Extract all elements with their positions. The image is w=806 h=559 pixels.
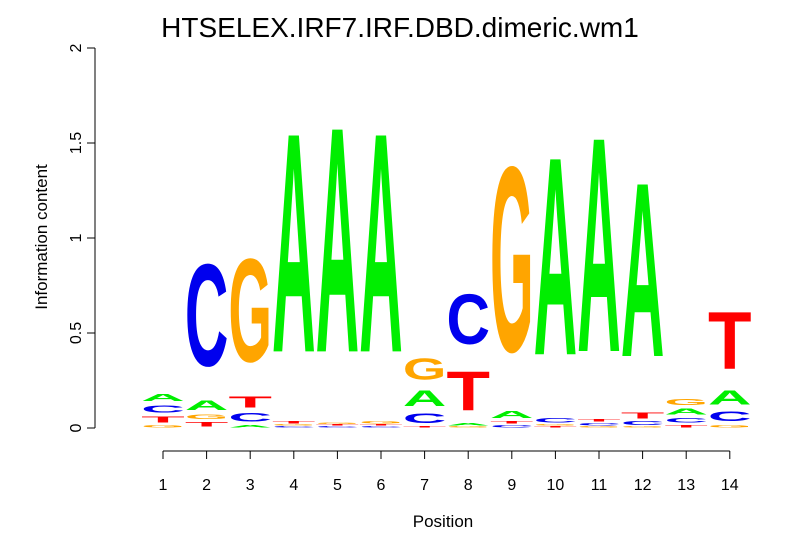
logo-letter-a: A: [534, 100, 577, 415]
logo-letter-t: T: [446, 359, 489, 422]
logo-letter-a: A: [185, 398, 229, 413]
y-tick-label: 1: [68, 233, 85, 242]
logo-letter-g: G: [664, 398, 707, 407]
logo-letter-a: A: [141, 392, 185, 403]
logo-letter-a: A: [490, 409, 534, 420]
chart-title: HTSELEX.IRF7.IRF.DBD.dimeric.wm1: [161, 12, 639, 43]
logo-letter-c: C: [359, 426, 402, 428]
logo-letter-a: A: [708, 386, 751, 409]
x-tick-label: 8: [464, 477, 473, 494]
x-tick-label: 13: [677, 477, 695, 494]
logo-letter-c: C: [577, 422, 620, 426]
logo-letter-c: C: [446, 279, 489, 359]
logo-letter-t: T: [316, 424, 360, 426]
x-tick-label: 2: [202, 477, 211, 494]
logo-letter-t: T: [403, 426, 447, 428]
x-tick-label: 9: [507, 477, 516, 494]
logo-letter-a: A: [272, 67, 315, 418]
y-axis-label: Information content: [32, 164, 51, 310]
logo-letter-t: T: [141, 415, 185, 425]
logo-letter-c: C: [621, 420, 665, 426]
x-tick-label: 4: [289, 477, 298, 494]
y-tick-label: 2: [68, 43, 85, 52]
logo-letter-t: T: [664, 424, 708, 428]
logo-letter-a: A: [403, 386, 446, 411]
logo-letter-t: T: [228, 394, 271, 411]
logo-letter-g: G: [708, 424, 751, 428]
logo-letter-a: A: [577, 73, 620, 416]
x-tick-label: 14: [721, 477, 739, 494]
logo-letter-t: T: [534, 426, 578, 428]
logo-letter-a: A: [446, 422, 489, 426]
logo-letter-g: G: [316, 422, 359, 424]
logo-letter-c: C: [316, 426, 359, 428]
logo-letter-c: C: [534, 417, 577, 425]
logo-letter-g: G: [272, 424, 315, 426]
logo-letter-a: A: [621, 132, 664, 410]
x-tick-label: 12: [634, 477, 652, 494]
logo-letter-g: G: [185, 413, 228, 420]
logo-letter-t: T: [185, 420, 229, 428]
x-tick-label: 3: [246, 477, 255, 494]
x-tick-label: 10: [547, 477, 565, 494]
logo-letter-c: C: [141, 404, 185, 415]
logo-letter-c: C: [490, 424, 533, 428]
y-tick-label: 0.5: [68, 322, 85, 344]
logo-letter-c: C: [403, 411, 447, 426]
x-axis: 1 2 3 4 5 6 7 8 9 10 11 12 13 14: [159, 450, 739, 494]
x-tick-label: 6: [377, 477, 386, 494]
logo-letter-c: C: [272, 426, 315, 428]
logo-letter-c: C: [228, 411, 272, 424]
x-tick-label: 11: [591, 477, 608, 494]
logo-letter-t: T: [359, 424, 403, 426]
logo-letter-g: G: [228, 228, 271, 393]
logo-letter-t: T: [490, 420, 534, 424]
logo-letter-g: G: [446, 426, 489, 428]
x-axis-label: Position: [413, 512, 473, 531]
logo-letter-t: T: [272, 420, 316, 424]
logo-letter-c: C: [708, 409, 752, 424]
logo-letter-t: T: [708, 296, 751, 386]
logo-letter-c: C: [185, 233, 228, 396]
logo-letter-a: A: [664, 407, 707, 416]
logo-letter-g: G: [359, 420, 402, 424]
y-tick-label: 0: [68, 423, 85, 432]
logo-letter-g: G: [141, 424, 184, 428]
logo-letter-g: G: [534, 424, 577, 426]
y-tick-label: 1.5: [68, 132, 85, 154]
logo-letter-g: G: [490, 111, 533, 407]
x-tick-label: 7: [420, 477, 429, 494]
logo-letter-g: G: [577, 426, 620, 428]
logo-letter-a: A: [228, 424, 271, 428]
y-axis: 0 0.5 1 1.5 2: [68, 43, 96, 432]
logo-letter-g: G: [403, 352, 446, 387]
logo-letter-t: T: [577, 418, 621, 422]
x-tick-label: 5: [333, 477, 342, 494]
logo-letter-c: C: [664, 417, 707, 425]
logo-letter-a: A: [316, 61, 360, 421]
logo-letter-a: A: [359, 67, 402, 418]
x-tick-label: 1: [159, 477, 168, 494]
plot-area: GTCATGACACTGCGTACTGACTGATCAGGATCCTAGTGCA…: [141, 61, 751, 428]
logo-letter-t: T: [621, 411, 665, 421]
logo-letter-g: G: [621, 426, 664, 428]
